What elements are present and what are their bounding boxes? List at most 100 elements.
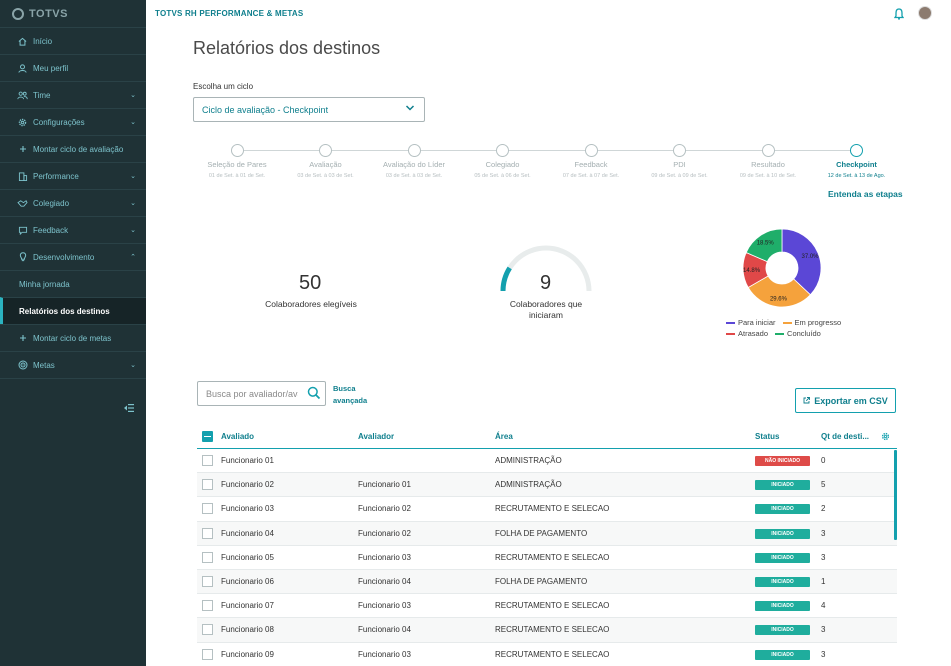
cycle-stepper: Seleção de Pares 01 de Set. à 01 de Set. A… <box>193 144 903 184</box>
sidebar-item-label: Performance <box>33 171 79 181</box>
col-area[interactable]: Área <box>495 431 513 441</box>
totvs-logo[interactable]: TOTVS <box>0 0 146 27</box>
main-content: Relatórios dos destinos Escolha um ciclo… <box>146 27 951 666</box>
row-checkbox[interactable] <box>202 576 213 588</box>
table-row[interactable]: Funcionario 02 Funcionario 01 ADMINISTRAÇÃ… <box>197 473 897 498</box>
donut-slice-em-progresso[interactable] <box>747 275 811 308</box>
step-selecao-de-pares[interactable]: Seleção de Pares 01 de Set. à 01 de Set. <box>193 144 281 179</box>
cell-qt-destinos: 5 <box>821 480 826 490</box>
step-feedback[interactable]: Feedback 07 de Set. à 07 de Set. <box>547 144 635 179</box>
topbar: TOTVS RH PERFORMANCE & METAS <box>146 0 951 27</box>
table-row[interactable]: Funcionario 05 Funcionario 03 RECRUTAMENTO… <box>197 546 897 570</box>
cell-avaliado: Funcionario 05 <box>221 552 274 562</box>
sidebar-subitem-relatorios-destinos[interactable]: Relatórios dos destinos <box>0 297 146 324</box>
collapse-menu-icon[interactable] <box>124 404 134 415</box>
select-all-checkbox[interactable] <box>202 430 213 442</box>
home-icon <box>17 37 28 46</box>
col-status[interactable]: Status <box>755 431 780 441</box>
row-checkbox[interactable] <box>202 527 213 539</box>
table-scrollbar[interactable] <box>894 450 897 540</box>
cell-avaliado: Funcionario 07 <box>221 601 274 611</box>
chevron-down-icon: ⌄ <box>130 227 136 234</box>
status-badge: INICIADO <box>755 528 810 539</box>
row-checkbox[interactable] <box>202 600 213 612</box>
started-label: Colaboradores que iniciaram <box>496 299 596 321</box>
row-checkbox[interactable] <box>202 479 213 491</box>
table-row[interactable]: Funcionario 04 Funcionario 02 FOLHA DE PAG… <box>197 521 897 546</box>
sidebar-item-performance[interactable]: Performance ⌄ <box>0 162 146 189</box>
step-checkpoint[interactable]: Checkpoint 12 de Set. à 13 de Ago. <box>813 144 901 179</box>
started-label-line-1: Colaboradores que <box>509 299 583 309</box>
step-pdi[interactable]: PDI 09 de Set. à 09 de Set. <box>636 144 724 179</box>
step-date: 03 de Set. à 03 de Set. <box>297 173 354 179</box>
step-avaliacao-do-lider[interactable]: Avaliação do Líder 03 de Set. à 03 de Set… <box>370 144 458 179</box>
donut-label-atrasado: 14.8% <box>743 268 761 274</box>
cell-avaliador: Funcionario 02 <box>358 504 411 514</box>
table-row[interactable]: Funcionario 08 Funcionario 04 RECRUTAMENTO… <box>197 618 897 643</box>
table-row[interactable]: Funcionario 07 Funcionario 03 RECRUTAMENTO… <box>197 594 897 619</box>
sidebar-item-label: Desenvolvimento <box>33 252 95 262</box>
sidebar-item-desenvolvimento[interactable]: Desenvolvimento ⌃ <box>0 243 146 270</box>
step-colegiado[interactable]: Colegiado 05 de Set. à 06 de Set. <box>459 144 547 179</box>
sidebar-item-montar-ciclo-de-metas[interactable]: Montar ciclo de metas <box>0 324 146 351</box>
cycle-label: Escolha um ciclo <box>193 82 254 91</box>
avatar[interactable] <box>918 6 932 20</box>
sidebar-item-inicio[interactable]: Início <box>0 27 146 54</box>
sidebar-item-label: Metas <box>33 360 55 370</box>
row-checkbox[interactable] <box>202 455 213 467</box>
sidebar-item-label: Montar ciclo de metas <box>33 333 112 343</box>
advanced-search-line-2: avançada <box>333 396 368 405</box>
col-avaliador[interactable]: Avaliador <box>358 431 395 441</box>
sidebar-item-montar-ciclo-de-avaliacao[interactable]: Montar ciclo de avaliação <box>0 135 146 162</box>
plus-icon <box>17 145 28 153</box>
sidebar-item-metas[interactable]: Metas ⌄ <box>0 351 146 378</box>
bell-icon[interactable] <box>893 7 905 20</box>
row-checkbox[interactable] <box>202 551 213 563</box>
cycle-select[interactable]: Ciclo de avaliação - Checkpoint <box>193 97 425 122</box>
cell-avaliado: Funcionario 04 <box>221 528 274 538</box>
sidebar-item-label: Montar ciclo de avaliação <box>33 144 124 154</box>
cell-area: FOLHA DE PAGAMENTO <box>495 577 588 587</box>
sidebar-item-time[interactable]: Time ⌄ <box>0 81 146 108</box>
chat-icon <box>17 226 28 235</box>
sidebar-item-label: Início <box>33 36 53 46</box>
status-badge: INICIADO <box>755 552 810 563</box>
building-icon <box>17 171 28 181</box>
step-date: 12 de Set. à 13 de Ago. <box>827 173 886 179</box>
table-row[interactable]: Funcionario 09 Funcionario 03 RECRUTAMENTO… <box>197 643 897 666</box>
step-resultado[interactable]: Resultado 09 de Set. à 10 de Set. <box>724 144 812 179</box>
table-row[interactable]: Funcionario 03 Funcionario 02 RECRUTAMENTO… <box>197 497 897 522</box>
sidebar-item-configuracoes[interactable]: Configurações ⌄ <box>0 108 146 135</box>
chevron-down-icon: ⌄ <box>130 200 136 207</box>
gear-icon[interactable] <box>881 432 890 443</box>
col-avaliado[interactable]: Avaliado <box>221 431 255 441</box>
sidebar-item-label: Colegiado <box>33 198 70 208</box>
row-checkbox[interactable] <box>202 503 213 515</box>
table-row[interactable]: Funcionario 01 ADMINISTRAÇÃO NÃO INICIADO 0 <box>197 449 897 474</box>
understand-steps-link[interactable]: Entenda as etapas <box>828 189 903 199</box>
cell-avaliado: Funcionario 09 <box>221 649 274 659</box>
cell-qt-destinos: 3 <box>821 552 826 562</box>
sidebar-item-colegiado[interactable]: Colegiado ⌄ <box>0 189 146 216</box>
row-checkbox[interactable] <box>202 648 213 660</box>
step-avaliacao[interactable]: Avaliação 03 de Set. à 03 de Set. <box>282 144 370 179</box>
row-checkbox[interactable] <box>202 624 213 636</box>
donut-slice-para-iniciar[interactable] <box>781 228 822 296</box>
search-input[interactable] <box>198 382 298 405</box>
sidebar-item-label: Feedback <box>33 225 69 235</box>
cell-qt-destinos: 3 <box>821 625 826 635</box>
cell-avaliado: Funcionario 03 <box>221 504 274 514</box>
col-qt-destinos[interactable]: Qt de desti... <box>821 431 870 441</box>
app-title: TOTVS RH PERFORMANCE & METAS <box>155 9 304 18</box>
sidebar-subitem-minha-jornada[interactable]: Minha jornada <box>0 270 146 297</box>
sidebar-item-meu-perfil[interactable]: Meu perfil <box>0 54 146 81</box>
step-date: 01 de Set. à 01 de Set. <box>208 173 266 179</box>
export-csv-button[interactable]: Exportar em CSV <box>795 388 896 413</box>
sidebar-item-feedback[interactable]: Feedback ⌄ <box>0 216 146 243</box>
table-row[interactable]: Funcionario 06 Funcionario 04 FOLHA DE PAG… <box>197 569 897 595</box>
advanced-search-link[interactable]: Busca avançada <box>333 383 373 407</box>
started-gauge <box>500 245 592 292</box>
donut-slice-concluido[interactable] <box>745 228 783 263</box>
cell-area: RECRUTAMENTO E SELECAO <box>495 504 610 514</box>
search-icon[interactable] <box>307 386 321 405</box>
